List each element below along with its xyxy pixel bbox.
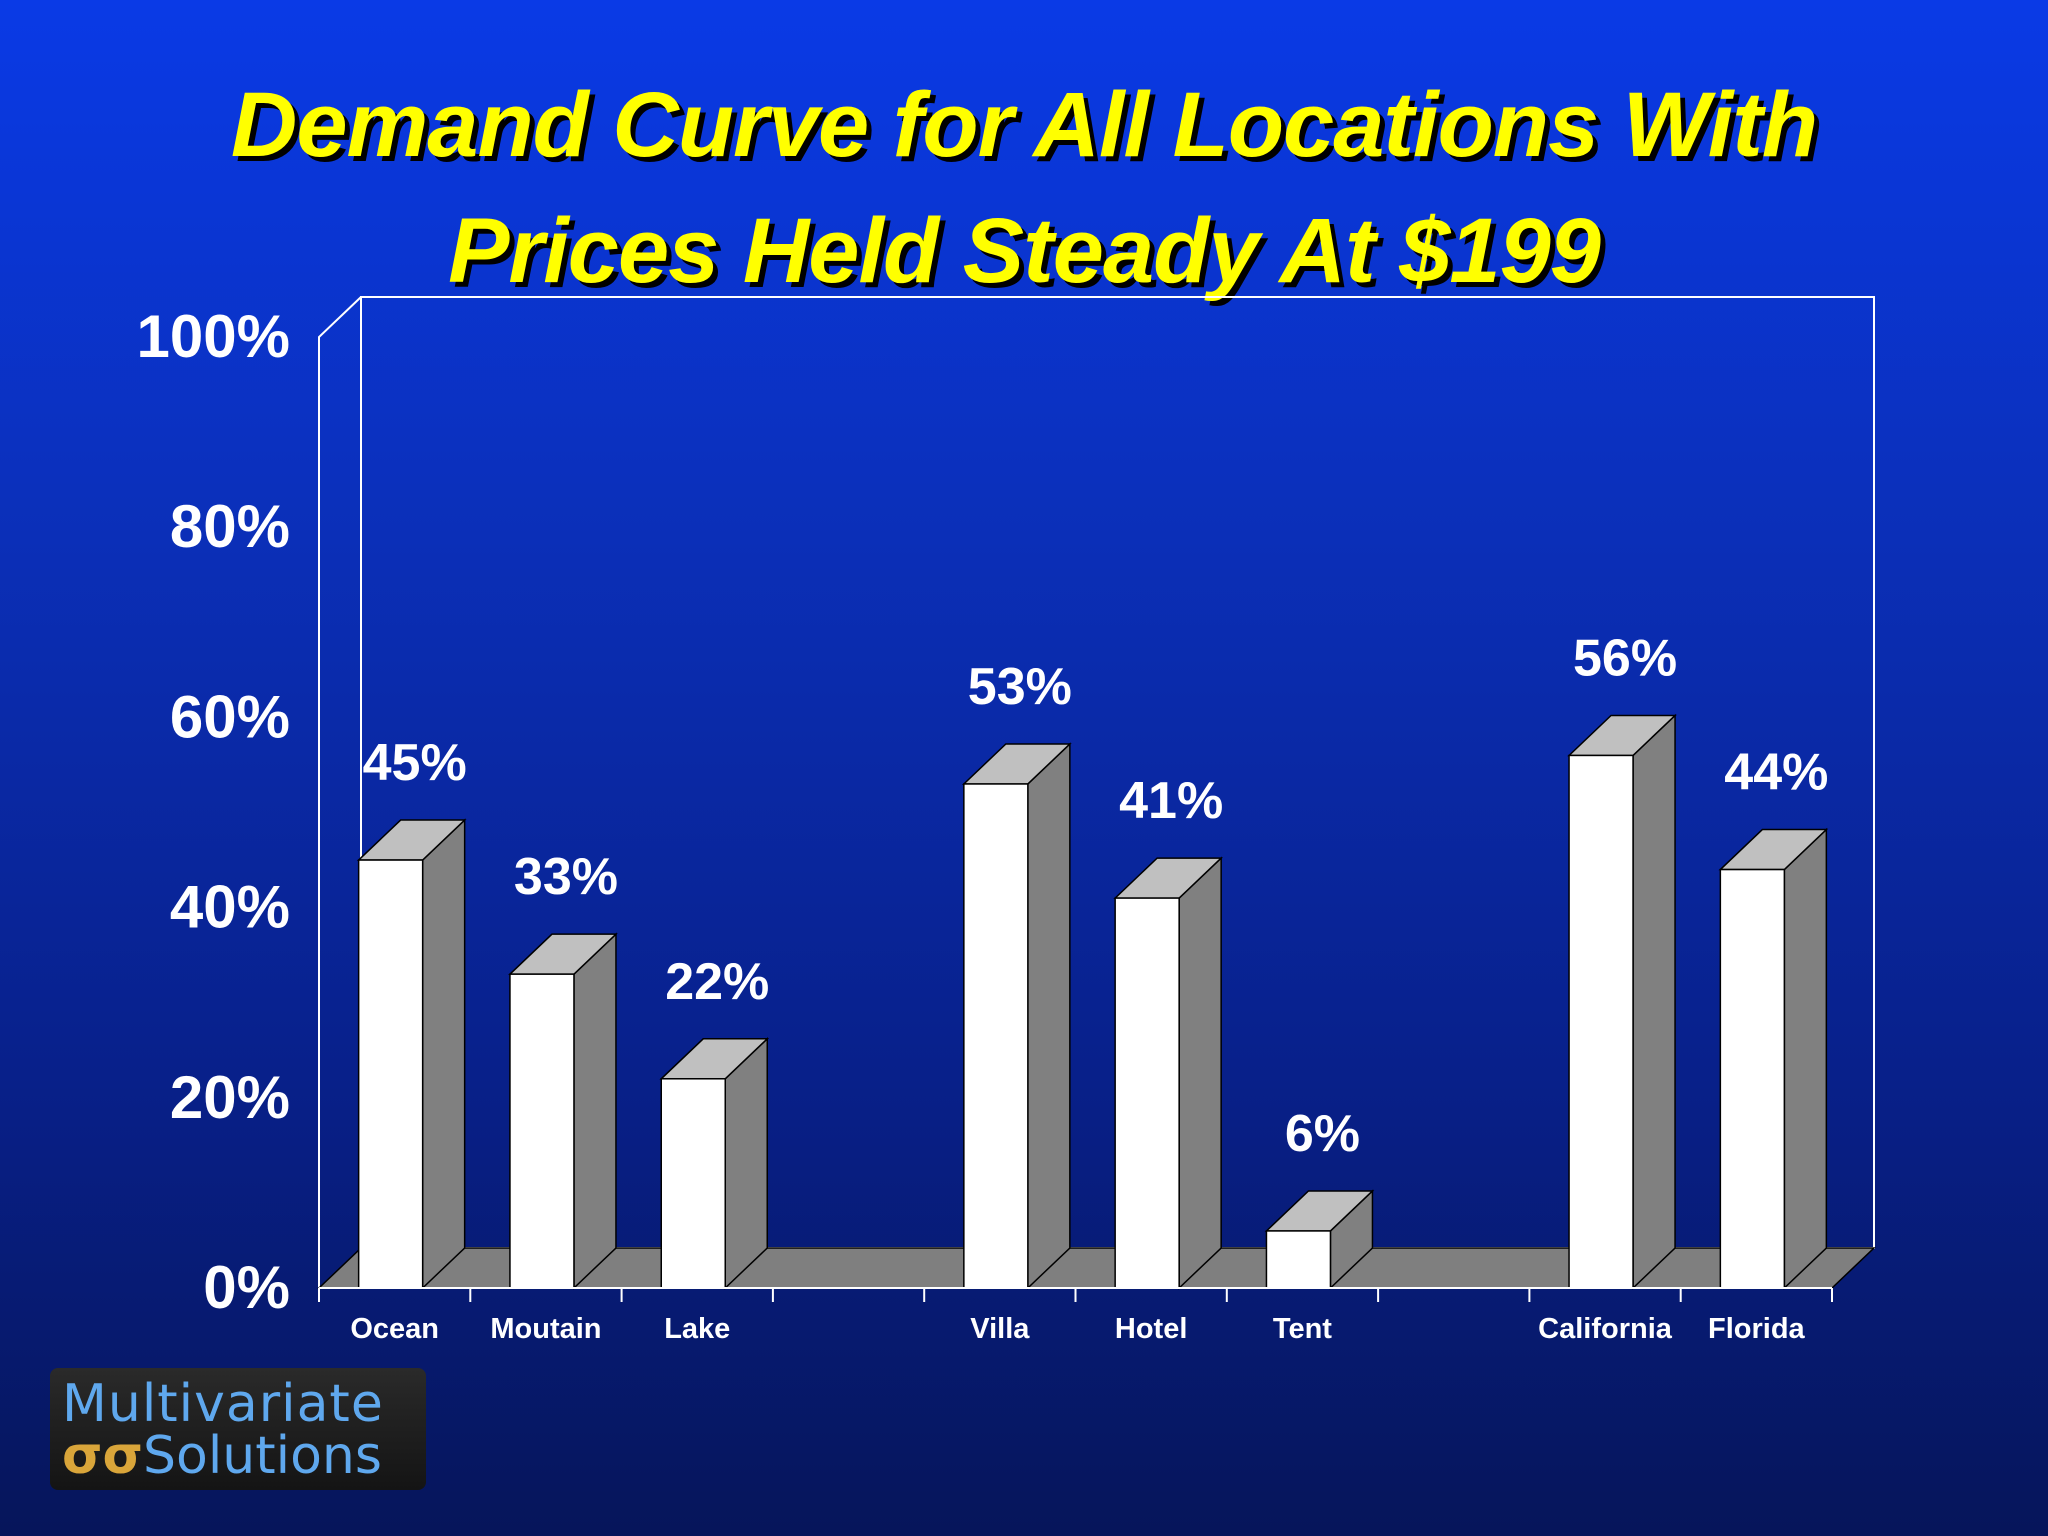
data-label: 41% <box>1119 772 1223 830</box>
x-tick-label: Hotel <box>1115 1313 1188 1345</box>
bar-florida <box>1718 827 1829 1290</box>
bar-ocean <box>356 818 467 1290</box>
logo-text-solutions: Solutions <box>143 1426 382 1486</box>
y-tick-label: 80% <box>170 493 290 560</box>
y-tick-label: 20% <box>170 1064 290 1131</box>
chart-title: Demand Curve for All Locations With Pric… <box>0 62 2048 314</box>
bar-front <box>357 859 424 1289</box>
company-logo: Multivariate σσSolutions <box>50 1368 426 1490</box>
bar-side <box>724 1037 768 1290</box>
logo-text-line1: Multivariate <box>62 1374 384 1434</box>
bar-side <box>421 818 466 1290</box>
x-tick-label: Villa <box>970 1313 1030 1345</box>
x-tick-label: Florida <box>1708 1313 1806 1345</box>
y-tick-label: 0% <box>203 1254 290 1321</box>
chart-title-line1: Demand Curve for All Locations With <box>230 74 1818 176</box>
bar-side <box>573 932 617 1290</box>
data-label: 6% <box>1285 1105 1360 1163</box>
x-tick-label: Lake <box>664 1313 730 1345</box>
y-tick-label: 60% <box>170 683 290 750</box>
chart-title-line2: Prices Held Steady At $199 <box>448 200 1601 302</box>
bar-front <box>1265 1230 1332 1289</box>
data-label: 44% <box>1724 744 1828 802</box>
bar-front <box>660 1078 726 1289</box>
bar-side <box>1027 742 1071 1290</box>
bar-front <box>1719 868 1786 1289</box>
bar-side <box>1783 827 1828 1290</box>
data-label: 45% <box>363 734 467 792</box>
y-tick-label: 100% <box>137 303 290 370</box>
data-label: 33% <box>514 848 618 906</box>
data-label: 22% <box>665 953 769 1011</box>
chart-side-wall <box>318 296 362 1288</box>
bar-california <box>1567 713 1677 1290</box>
bar-front <box>1568 754 1634 1289</box>
bar-front <box>1114 897 1180 1289</box>
bar-tent <box>1264 1189 1375 1290</box>
data-label: 53% <box>968 658 1072 716</box>
data-label: 56% <box>1573 629 1677 687</box>
bar-front <box>509 973 575 1289</box>
bar-lake <box>659 1037 770 1290</box>
y-tick-label: 40% <box>170 874 290 941</box>
bar-moutain <box>508 932 618 1290</box>
logo-sigma-icon: σσ <box>62 1426 143 1486</box>
bar-villa <box>961 742 1072 1290</box>
x-tick-label: Ocean <box>350 1313 439 1345</box>
bar-side <box>1178 856 1222 1290</box>
x-tick-label: Moutain <box>490 1313 601 1345</box>
bar-side <box>1632 713 1676 1290</box>
bar-hotel <box>1113 856 1224 1290</box>
bar-front <box>963 783 1029 1289</box>
x-tick-label: Tent <box>1273 1313 1332 1345</box>
x-tick-label: California <box>1538 1313 1673 1345</box>
logo-text-line2: σσSolutions <box>62 1426 382 1486</box>
